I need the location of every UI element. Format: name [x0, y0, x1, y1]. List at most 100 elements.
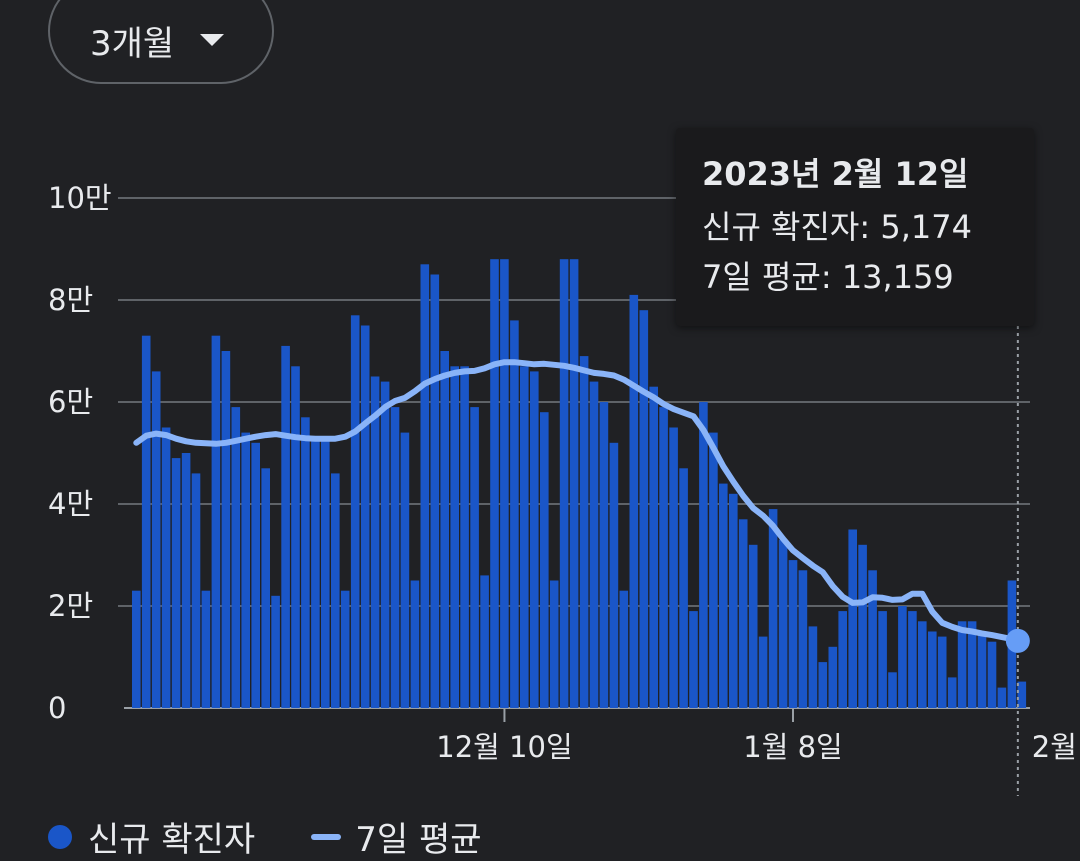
bar[interactable]	[957, 621, 967, 708]
bar[interactable]	[967, 621, 977, 708]
bar[interactable]	[758, 636, 768, 708]
bar[interactable]	[838, 611, 847, 708]
bar[interactable]	[818, 662, 828, 708]
bar[interactable]	[311, 437, 320, 708]
bar[interactable]	[500, 259, 509, 708]
bar[interactable]	[768, 509, 778, 708]
bar[interactable]	[132, 590, 141, 708]
bar[interactable]	[420, 264, 430, 708]
bar[interactable]	[181, 453, 191, 708]
bar[interactable]	[997, 687, 1007, 708]
y-tick-label: 4만	[48, 487, 93, 521]
bar[interactable]	[291, 366, 300, 708]
hover-point-marker	[1005, 628, 1030, 653]
bar[interactable]	[261, 468, 270, 708]
bar[interactable]	[569, 259, 579, 708]
bar[interactable]	[470, 407, 479, 708]
bar[interactable]	[1017, 681, 1027, 708]
bar[interactable]	[918, 621, 927, 708]
bar[interactable]	[689, 611, 698, 708]
bar[interactable]	[898, 606, 907, 708]
bar[interactable]	[321, 437, 330, 708]
bar[interactable]	[151, 371, 161, 708]
bar[interactable]	[380, 381, 390, 708]
bar[interactable]	[490, 259, 499, 708]
bar[interactable]	[331, 473, 340, 708]
bar[interactable]	[579, 356, 589, 708]
bar[interactable]	[301, 417, 310, 708]
bar[interactable]	[639, 310, 649, 708]
bar[interactable]	[450, 366, 459, 708]
bar[interactable]	[540, 412, 549, 708]
bar[interactable]	[191, 473, 201, 708]
bar[interactable]	[410, 580, 420, 709]
bar[interactable]	[778, 539, 788, 708]
bar[interactable]	[221, 351, 231, 708]
y-tick-label: 0	[48, 691, 66, 725]
bar[interactable]	[987, 641, 997, 708]
bar[interactable]	[748, 544, 758, 708]
legend-item-average[interactable]: 7일 평균	[311, 812, 482, 861]
legend-item-new-cases[interactable]: 신규 확진자	[48, 812, 255, 861]
bar[interactable]	[211, 335, 221, 708]
bar[interactable]	[201, 590, 211, 708]
x-tick-label: 1월 8일	[743, 730, 842, 764]
bar[interactable]	[928, 631, 937, 709]
bar[interactable]	[251, 442, 260, 708]
bar[interactable]	[559, 259, 569, 708]
bar[interactable]	[400, 432, 410, 708]
bar[interactable]	[709, 432, 718, 708]
bar[interactable]	[430, 274, 440, 709]
bar[interactable]	[679, 468, 688, 708]
bar[interactable]	[440, 351, 449, 708]
bar[interactable]	[629, 294, 639, 708]
bar[interactable]	[161, 427, 171, 709]
bar[interactable]	[271, 595, 280, 708]
bar[interactable]	[828, 646, 838, 708]
bar[interactable]	[908, 611, 917, 708]
bar[interactable]	[888, 672, 897, 708]
bar[interactable]	[480, 575, 489, 708]
bar[interactable]	[719, 483, 728, 708]
bar[interactable]	[370, 376, 380, 709]
bar[interactable]	[848, 529, 857, 709]
bar[interactable]	[460, 366, 469, 708]
bar[interactable]	[520, 366, 529, 708]
bar[interactable]	[231, 407, 241, 708]
range-selector-button[interactable]: 3개월	[48, 0, 274, 84]
bar[interactable]	[350, 315, 360, 708]
bar[interactable]	[171, 458, 181, 708]
bar[interactable]	[141, 335, 151, 708]
bar[interactable]	[609, 442, 619, 708]
bar[interactable]	[947, 677, 957, 708]
bar[interactable]	[858, 544, 867, 708]
bar[interactable]	[360, 325, 370, 709]
bar[interactable]	[868, 570, 877, 708]
bar[interactable]	[340, 590, 350, 708]
bar[interactable]	[878, 611, 887, 708]
bar[interactable]	[589, 381, 599, 708]
bar[interactable]	[729, 493, 738, 708]
bar[interactable]	[649, 386, 658, 708]
bar[interactable]	[788, 560, 798, 708]
bar[interactable]	[937, 636, 947, 708]
bar[interactable]	[510, 320, 519, 708]
bar[interactable]	[738, 519, 748, 708]
bar[interactable]	[798, 570, 808, 708]
bar[interactable]	[390, 407, 400, 708]
bar[interactable]	[599, 402, 609, 708]
legend-label-average: 7일 평균	[355, 820, 482, 860]
bar[interactable]	[530, 371, 539, 708]
bar[interactable]	[659, 407, 668, 708]
bar[interactable]	[669, 427, 678, 709]
bar[interactable]	[699, 402, 708, 708]
bar[interactable]	[977, 631, 987, 709]
y-tick-label: 6만	[48, 385, 93, 419]
bar[interactable]	[549, 580, 559, 709]
bar[interactable]	[241, 432, 250, 708]
bar[interactable]	[808, 626, 818, 708]
bar[interactable]	[281, 345, 290, 708]
bar[interactable]	[619, 590, 629, 708]
bar-series-new-cases	[132, 259, 1027, 709]
